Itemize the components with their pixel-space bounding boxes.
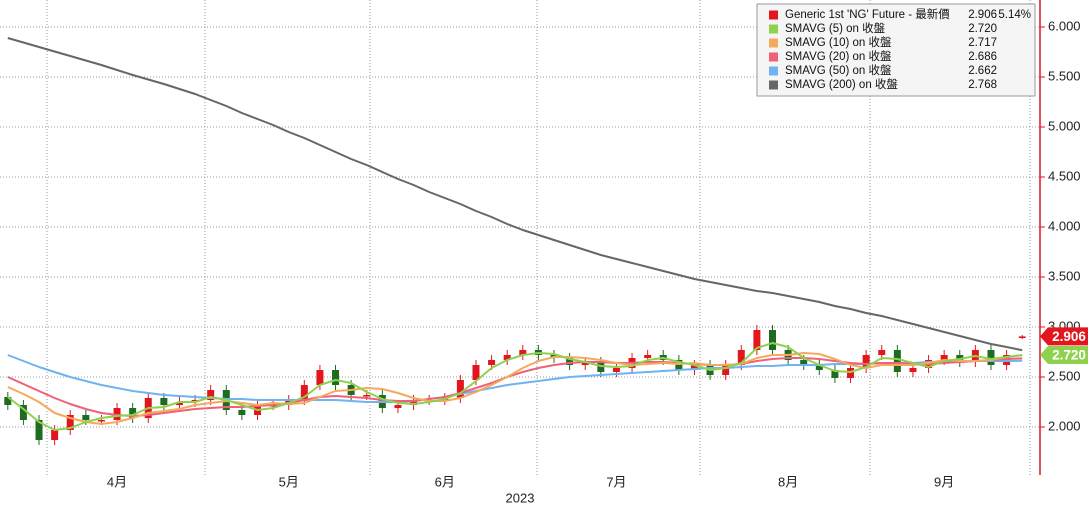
- candle-body: [690, 365, 698, 370]
- legend-label: SMAVG (200) on 收盤: [785, 77, 898, 91]
- candle-body: [1018, 336, 1026, 338]
- y-tick-label: 5.000: [1048, 118, 1081, 133]
- candle-body: [753, 330, 761, 350]
- candle-body: [472, 365, 480, 380]
- candle-body: [97, 420, 105, 422]
- legend-label: SMAVG (5) on 收盤: [785, 21, 886, 35]
- legend-value: 2.906: [968, 9, 997, 21]
- candle-body: [19, 405, 27, 420]
- candle-body: [207, 390, 215, 400]
- y-tick-label: 4.500: [1048, 168, 1081, 183]
- ma-line: [7, 357, 1023, 417]
- value-tag-label: 2.720: [1052, 348, 1086, 363]
- y-tick-label: 2.500: [1048, 368, 1081, 383]
- candle-body: [940, 355, 948, 360]
- candle-body: [316, 370, 324, 385]
- value-tag: [1040, 327, 1088, 346]
- x-tick-label: 9月: [934, 474, 954, 489]
- candle-body: [4, 397, 12, 405]
- legend-swatch: [769, 24, 778, 34]
- x-tick-label: 4月: [107, 474, 127, 489]
- candle-body: [175, 402, 183, 405]
- candle-body: [456, 380, 464, 398]
- candle-body: [987, 350, 995, 365]
- candle-body: [519, 350, 527, 355]
- x-tick-label: 6月: [435, 474, 455, 489]
- candle-body: [581, 362, 589, 365]
- y-tick-label: 6.000: [1048, 18, 1081, 33]
- candle-body: [722, 365, 730, 375]
- x-tick-label: 7月: [606, 474, 626, 489]
- candle-body: [66, 415, 74, 430]
- candle-body: [51, 430, 59, 440]
- ma-line: [7, 352, 1023, 425]
- y-tick-label: 2.000: [1048, 418, 1081, 433]
- candle-body: [909, 368, 917, 372]
- legend-label: Generic 1st 'NG' Future - 最新價: [785, 7, 950, 21]
- legend-box: [756, 3, 1036, 97]
- legend-value: 2.717: [968, 37, 997, 49]
- candle-body: [488, 360, 496, 365]
- legend-swatch: [769, 38, 778, 48]
- candle-body: [815, 365, 823, 370]
- candle-body: [410, 400, 418, 405]
- legend-swatch: [769, 66, 778, 76]
- legend-label: SMAVG (20) on 收盤: [785, 49, 892, 63]
- x-axis-label: 2023: [506, 490, 535, 505]
- legend-label: SMAVG (50) on 收盤: [785, 63, 892, 77]
- candle-body: [363, 395, 371, 397]
- legend-value: 2.768: [968, 79, 997, 91]
- y-tick-label: 3.500: [1048, 268, 1081, 283]
- candle-body: [862, 355, 870, 368]
- candle-body: [769, 330, 776, 350]
- y-tick-label: 4.000: [1048, 218, 1081, 233]
- ma-line: [7, 342, 1023, 431]
- legend: Generic 1st 'NG' Future - 最新價 2.906 5.14% S…: [756, 3, 1036, 97]
- candle-body: [300, 385, 308, 400]
- candle-body: [800, 360, 808, 365]
- ma-line: [7, 37, 1023, 352]
- legend-value: 2.686: [968, 51, 997, 63]
- candle-body: [82, 415, 90, 420]
- candle-body: [847, 368, 855, 378]
- candle-body: [566, 358, 574, 365]
- candle-body: [394, 405, 402, 408]
- candle-body: [878, 350, 886, 355]
- candle-body: [612, 368, 620, 372]
- y-tick-label: 5.500: [1048, 68, 1081, 83]
- month-grid: [46, 0, 1031, 475]
- value-tag: [1040, 346, 1088, 364]
- candle-body: [503, 355, 511, 360]
- candle-body: [160, 398, 168, 405]
- x-tick-label: 5月: [279, 474, 299, 489]
- legend-swatch: [769, 10, 778, 20]
- candle-body: [644, 355, 652, 358]
- x-tick-label: 8月: [778, 474, 798, 489]
- legend-swatch: [769, 80, 778, 90]
- candle-body: [238, 410, 246, 415]
- legend-change: 5.14%: [998, 9, 1031, 21]
- candle-body: [35, 420, 43, 440]
- candle-body: [675, 360, 683, 370]
- legend-swatch: [769, 52, 778, 62]
- candle-body: [332, 370, 340, 385]
- legend-label: SMAVG (10) on 收盤: [785, 35, 892, 49]
- candle-body: [893, 350, 901, 372]
- candle-body: [831, 370, 839, 378]
- value-tag-label: 2.906: [1052, 329, 1086, 344]
- candle-body: [129, 408, 137, 418]
- legend-value: 2.662: [968, 65, 997, 77]
- legend-value: 2.720: [968, 23, 997, 35]
- candle-body: [737, 350, 745, 365]
